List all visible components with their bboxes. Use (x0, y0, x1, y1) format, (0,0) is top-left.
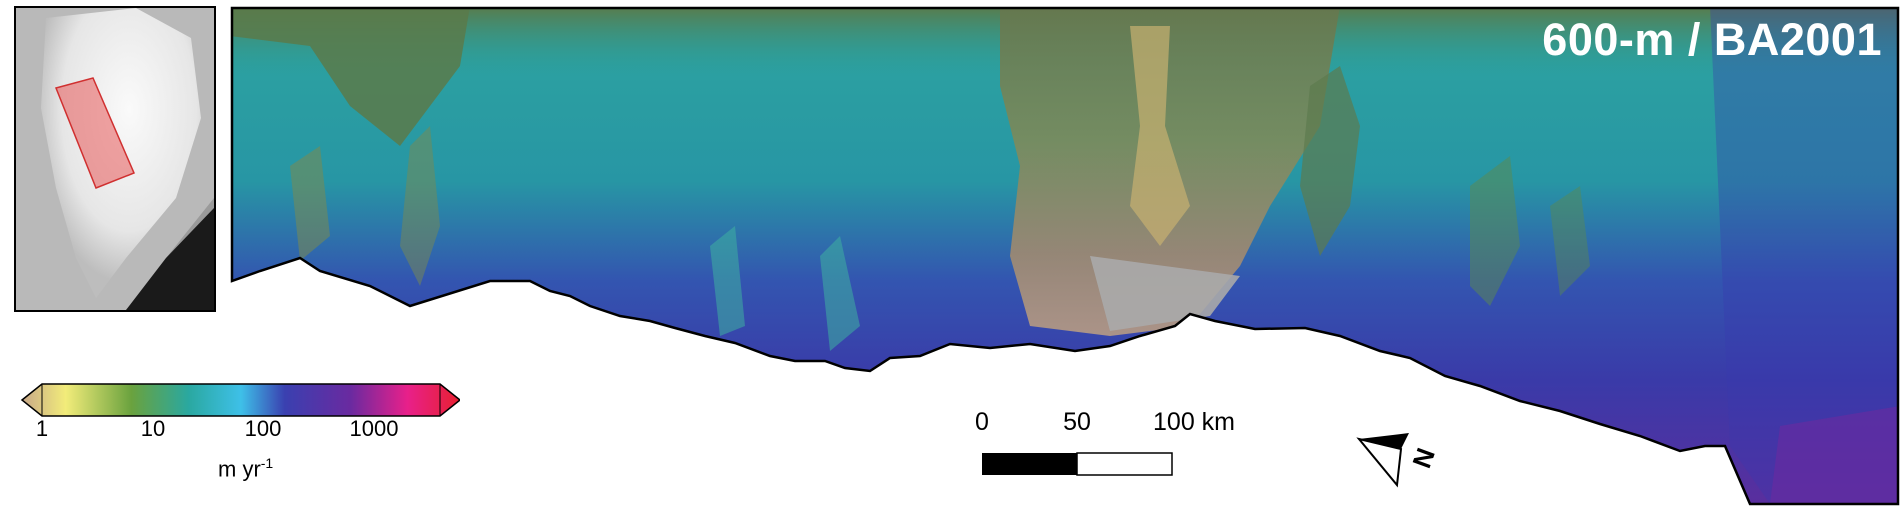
scale-bar-graphic (982, 452, 1173, 476)
inset-map-graphic (16, 8, 214, 310)
outlet-glacier-2 (400, 126, 440, 286)
unit-exponent: -1 (260, 455, 274, 471)
fast-flow-east (1710, 8, 1898, 504)
ice-stream-core (1130, 26, 1190, 246)
outlet-glacier-east (1300, 66, 1360, 256)
colorbar-gradient (20, 383, 462, 417)
colorbar-tick-label: 1 (35, 416, 49, 441)
velocity-map (230, 6, 1900, 506)
unit-base: m yr (218, 456, 261, 482)
north-arrow-open-half (1356, 437, 1403, 488)
north-arrow: N (1355, 425, 1455, 495)
scale-bar-black-segment (982, 453, 1077, 475)
outlet-glacier-1 (290, 146, 330, 261)
scale-label: 100 km (1153, 408, 1235, 436)
colorbar-tick-label: 10 (140, 416, 166, 441)
slow-ice-lobe-west (232, 8, 470, 146)
colorbar-graphic (20, 383, 462, 417)
outlet-glacier-3 (710, 226, 745, 336)
inset-overview-map (14, 6, 216, 312)
scale-label: 0 (975, 408, 989, 436)
outlet-glacier-4 (820, 236, 860, 351)
inset-ocean (126, 208, 214, 310)
map-title: 600-m / BA2001 (1542, 14, 1882, 65)
inset-study-area-highlight (54, 77, 135, 189)
velocity-colorbar (20, 380, 462, 520)
north-label: N (1406, 444, 1441, 472)
north-arrow-icon: N (1356, 433, 1441, 488)
fast-flow-southeast (1770, 406, 1898, 504)
map-frame-and-coastline (230, 6, 1900, 506)
scale-bar-white-segment (1076, 452, 1173, 476)
scale-label: 50 (1063, 408, 1091, 436)
north-arrow-filled-half (1359, 433, 1409, 449)
outlet-glacier-far-east (1470, 156, 1520, 306)
colorbar-unit: m yr-1 (218, 455, 273, 482)
velocity-map-graphic (230, 6, 1900, 506)
colorbar-tick-label: 100 (244, 416, 282, 441)
colorbar-tick-label: 1000 (349, 416, 399, 441)
scale-bar (975, 405, 1205, 485)
outlet-glacier-east-2 (1550, 186, 1590, 296)
bare-rock-patch (1090, 256, 1240, 331)
